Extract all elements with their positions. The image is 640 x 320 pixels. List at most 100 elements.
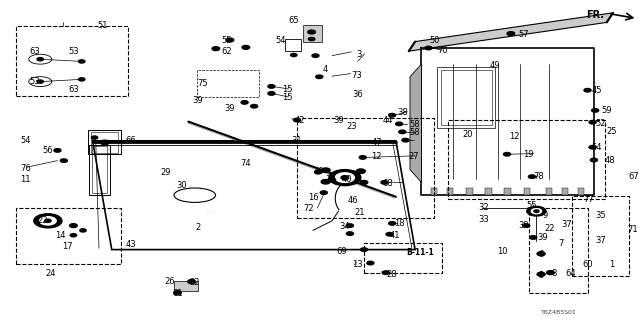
Text: 41: 41 [389, 231, 400, 240]
Text: 68: 68 [382, 179, 393, 188]
Text: 3: 3 [356, 50, 362, 59]
Text: 62: 62 [221, 47, 232, 56]
Circle shape [591, 109, 598, 112]
Text: 32: 32 [478, 203, 489, 212]
Text: 56: 56 [43, 146, 53, 155]
Text: 10: 10 [497, 247, 508, 256]
Text: 18: 18 [394, 219, 404, 228]
Text: 54: 54 [20, 136, 31, 145]
Text: 72: 72 [304, 204, 314, 213]
Circle shape [329, 170, 361, 186]
Bar [572, 196, 629, 276]
Circle shape [367, 261, 374, 265]
Text: 24: 24 [46, 269, 56, 278]
Circle shape [100, 140, 109, 145]
Text: B-11-1: B-11-1 [406, 248, 434, 257]
Text: 7: 7 [558, 239, 563, 248]
Circle shape [308, 37, 315, 41]
Circle shape [589, 121, 596, 124]
Text: 28: 28 [386, 270, 397, 279]
Circle shape [359, 156, 366, 159]
Text: 22: 22 [38, 216, 48, 225]
Circle shape [174, 291, 181, 294]
Circle shape [321, 168, 330, 172]
Text: 30: 30 [177, 181, 188, 190]
Bar [285, 39, 301, 51]
Bar [578, 188, 584, 195]
Bar [437, 67, 495, 128]
Text: 9: 9 [543, 212, 548, 220]
Text: 63: 63 [29, 47, 40, 56]
Circle shape [507, 32, 515, 36]
Text: 75: 75 [198, 79, 209, 88]
Circle shape [538, 252, 545, 256]
Text: 4: 4 [323, 65, 328, 74]
Text: 39: 39 [325, 175, 335, 184]
Text: 61: 61 [173, 289, 184, 298]
Text: 78: 78 [533, 172, 544, 181]
Circle shape [60, 159, 67, 163]
Text: 52: 52 [595, 119, 605, 128]
Circle shape [381, 181, 388, 184]
Text: 35: 35 [595, 212, 605, 220]
Text: 70: 70 [437, 46, 448, 55]
Circle shape [356, 169, 365, 173]
Text: ·  ·: · · [207, 209, 214, 214]
Circle shape [312, 54, 319, 58]
Bar [485, 188, 492, 195]
Circle shape [321, 180, 330, 184]
Text: 40: 40 [342, 175, 352, 184]
Circle shape [537, 272, 545, 276]
Text: 53: 53 [30, 77, 40, 86]
Text: 12: 12 [371, 152, 382, 161]
Bar [504, 188, 511, 195]
Circle shape [268, 92, 275, 95]
Polygon shape [410, 64, 422, 182]
Bar [562, 188, 568, 195]
Text: 44: 44 [383, 116, 394, 125]
Circle shape [589, 145, 596, 149]
Text: 57: 57 [518, 30, 529, 39]
Text: 50: 50 [429, 36, 440, 44]
Circle shape [388, 221, 396, 225]
Circle shape [241, 101, 248, 104]
Bar [16, 26, 128, 96]
Text: 15: 15 [282, 85, 292, 94]
Bar [16, 208, 122, 264]
Text: 33: 33 [478, 215, 489, 224]
Text: 73: 73 [351, 71, 362, 80]
Circle shape [70, 224, 77, 228]
Text: 13: 13 [351, 260, 362, 269]
Circle shape [534, 210, 539, 212]
Circle shape [399, 130, 406, 134]
Text: 64: 64 [565, 269, 575, 278]
Circle shape [396, 122, 403, 126]
Circle shape [173, 291, 181, 295]
Circle shape [346, 224, 353, 228]
Circle shape [402, 139, 409, 142]
Text: 6: 6 [538, 250, 543, 259]
Bar [440, 70, 492, 125]
Circle shape [40, 217, 56, 225]
Text: 49: 49 [490, 61, 500, 70]
Circle shape [335, 173, 355, 182]
Text: 37: 37 [595, 236, 605, 245]
Circle shape [251, 105, 258, 108]
Circle shape [360, 180, 368, 184]
Circle shape [188, 280, 195, 284]
Text: 39: 39 [518, 221, 529, 230]
Text: 55: 55 [527, 201, 537, 210]
Circle shape [425, 46, 432, 50]
Bar [173, 281, 198, 291]
Text: 36: 36 [352, 90, 363, 99]
Circle shape [242, 45, 250, 49]
Circle shape [590, 158, 597, 162]
Bar [529, 208, 588, 293]
Circle shape [45, 219, 51, 222]
Text: 39: 39 [193, 96, 204, 105]
Text: 26: 26 [164, 277, 175, 286]
Circle shape [212, 47, 220, 51]
Text: 47: 47 [371, 138, 382, 147]
Circle shape [328, 178, 335, 182]
Circle shape [92, 136, 98, 139]
